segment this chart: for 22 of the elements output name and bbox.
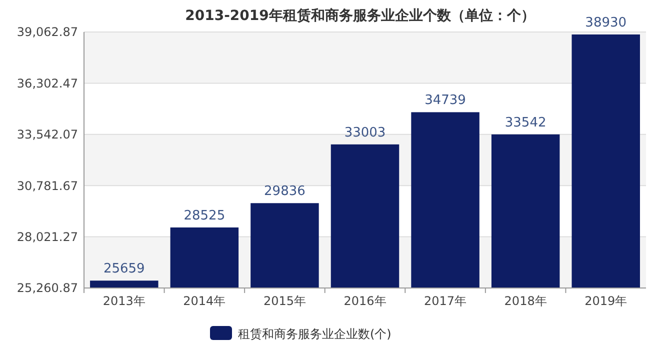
x-tick-label: 2015年 (263, 294, 306, 308)
y-tick-label: 33,542.07 (16, 128, 78, 142)
x-tick-label: 2017年 (424, 294, 467, 308)
x-tick-label: 2013年 (102, 294, 146, 308)
y-tick-label: 39,062.87 (16, 25, 78, 40)
data-label: 33003 (344, 125, 386, 140)
data-label: 38930 (585, 15, 627, 30)
y-tick-label: 25,260.87 (16, 281, 78, 296)
x-tick-label: 2018年 (504, 294, 547, 308)
x-tick-label: 2014年 (183, 294, 226, 308)
chart-title: 2013-2019年租赁和商务服务业企业个数（单位：个） (185, 7, 535, 24)
data-label: 34739 (424, 93, 466, 108)
y-tick-label: 30,781.67 (16, 178, 78, 193)
data-label: 33542 (504, 115, 546, 130)
data-label: 29836 (264, 184, 306, 200)
x-tick-label: 2016年 (344, 294, 386, 308)
data-label: 28525 (184, 208, 226, 224)
y-tick-label: 36,302.47 (16, 76, 78, 90)
data-label: 25659 (103, 262, 145, 277)
legend-label: 租赁和商务服务业企业数(个) (238, 327, 392, 342)
x-tick-label: 2019年 (584, 294, 628, 308)
y-tick-label: 28,021.27 (16, 230, 78, 244)
